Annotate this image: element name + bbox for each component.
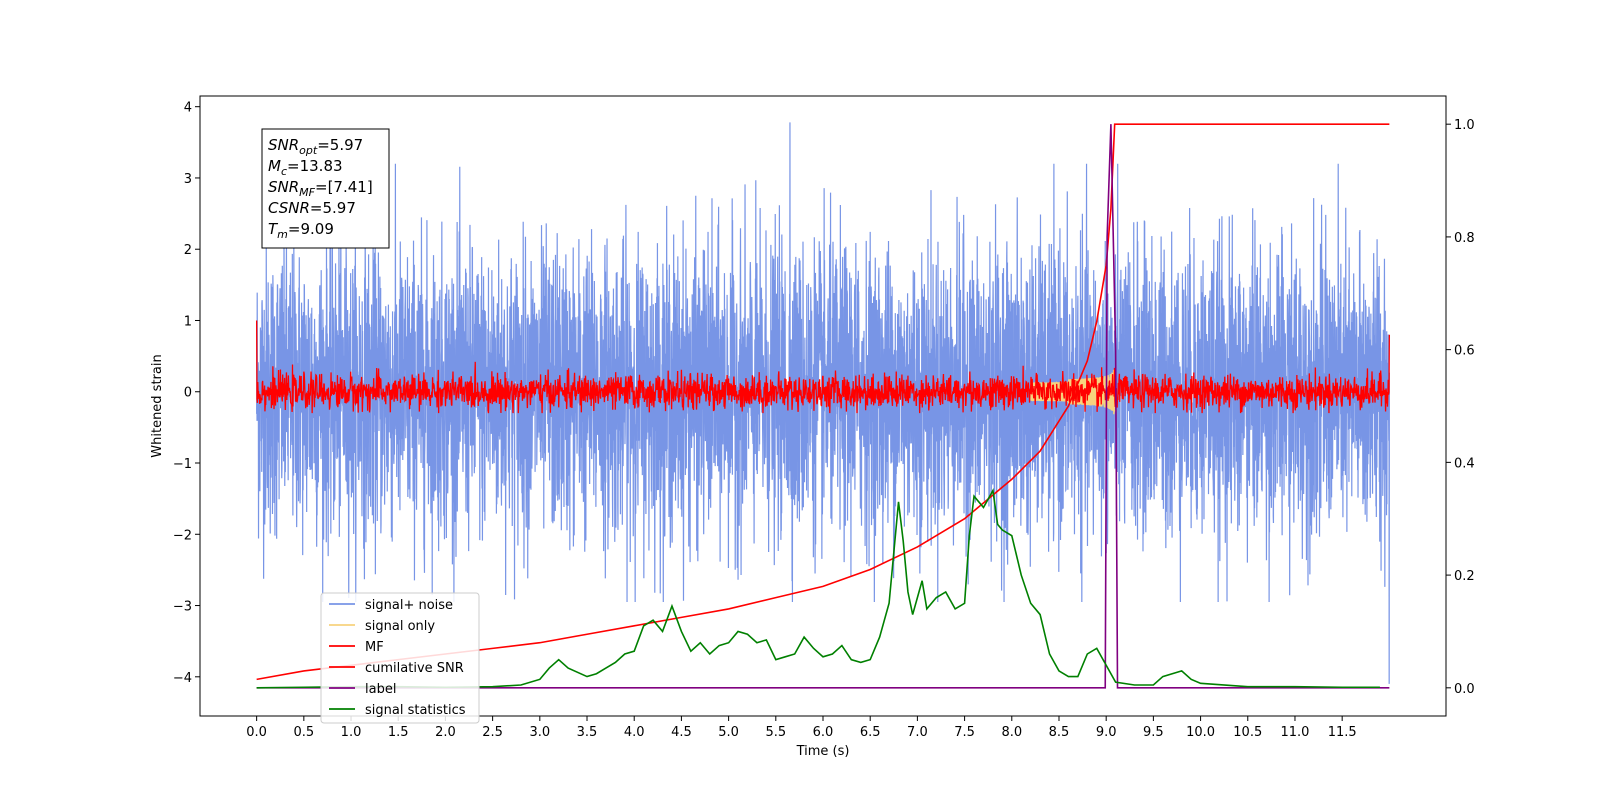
legend: signal+ noise signal only MF cumilative SNR… bbox=[320, 592, 480, 724]
annotation-line: CSNR=5.97 bbox=[268, 199, 356, 217]
series-mf-line bbox=[255, 320, 1391, 414]
y2-tick-label: 0.2 bbox=[1454, 569, 1475, 584]
legend-entry-label: cumilative SNR bbox=[365, 661, 464, 676]
annotation-subscript: MF bbox=[299, 186, 315, 199]
x-tick-label: 10.5 bbox=[1233, 725, 1262, 740]
x-tick-label: 5.5 bbox=[765, 725, 786, 740]
legend-entry-label: signal statistics bbox=[365, 703, 466, 718]
annotation-symbol: SNR bbox=[268, 136, 299, 154]
x-tick-label: 3.0 bbox=[529, 725, 550, 740]
annotation-subscript: m bbox=[277, 228, 288, 241]
y-tick-label: 1 bbox=[184, 314, 192, 329]
y2-tick-label: 0.0 bbox=[1454, 682, 1475, 697]
x-tick-label: 5.0 bbox=[718, 725, 739, 740]
annotation-subscript: c bbox=[281, 165, 287, 178]
annotation-symbol: SNR bbox=[268, 178, 299, 196]
series-signal-statistics-line bbox=[256, 488, 1380, 689]
y-tick-label: 3 bbox=[184, 172, 192, 187]
x-tick-label: 10.0 bbox=[1186, 725, 1215, 740]
x-tick-label: 7.0 bbox=[907, 725, 928, 740]
legend-entry-label: MF bbox=[365, 640, 384, 655]
x-tick-label: 8.0 bbox=[1001, 725, 1022, 740]
legend-frame bbox=[320, 592, 480, 724]
annotation-value: =5.97 bbox=[317, 136, 363, 154]
x-tick-label: 4.5 bbox=[671, 725, 692, 740]
x-tick-label: 6.0 bbox=[813, 725, 834, 740]
x-tick-label: 0.0 bbox=[246, 725, 267, 740]
x-tick-label: 9.0 bbox=[1096, 725, 1117, 740]
x-tick-label: 7.5 bbox=[954, 725, 975, 740]
legend-entry-label: signal+ noise bbox=[365, 598, 453, 613]
legend-entry-label: signal only bbox=[365, 619, 435, 634]
annotation-line: SNRMF=[7.41] bbox=[268, 178, 373, 199]
x-tick-label: 0.5 bbox=[293, 725, 314, 740]
annotation-box: SNRopt=5.97Mc=13.83SNRMF=[7.41]CSNR=5.97… bbox=[261, 128, 390, 249]
x-tick-label: 6.5 bbox=[860, 725, 881, 740]
legend-entry-label: label bbox=[365, 682, 396, 697]
annotation-symbol: T bbox=[268, 220, 279, 238]
x-tick-label: 2.0 bbox=[435, 725, 456, 740]
y-axis-label: Whitened strain bbox=[150, 354, 165, 457]
series-label-line bbox=[256, 124, 1390, 689]
x-tick-label: 3.5 bbox=[577, 725, 598, 740]
y-tick-label: −4 bbox=[173, 671, 192, 686]
annotation-line: Tm=9.09 bbox=[268, 220, 334, 241]
x-tick-label: 9.5 bbox=[1143, 725, 1164, 740]
annotation-symbol: M bbox=[268, 157, 281, 175]
x-tick-label: 1.5 bbox=[388, 725, 409, 740]
annotation-value: =5.97 bbox=[310, 199, 356, 217]
x-tick-label: 11.5 bbox=[1328, 725, 1357, 740]
y-tick-label: −1 bbox=[173, 457, 192, 472]
annotation-value: =[7.41] bbox=[315, 178, 373, 196]
annotation-value: =9.09 bbox=[288, 220, 334, 238]
y-tick-label: 0 bbox=[184, 386, 192, 401]
axes-layer: 0.0 0.5 1.0 1.5 2.0 2.5 3.0 3.5 4.0 4.5 5.0 5.5 6.0 6… bbox=[150, 95, 1475, 759]
x-tick-label: 11.0 bbox=[1280, 725, 1309, 740]
annotation-line: Mc=13.83 bbox=[268, 157, 343, 178]
x-tick-label: 1.0 bbox=[341, 725, 362, 740]
annotation-subscript: opt bbox=[299, 144, 318, 157]
series-signal-noise-line bbox=[256, 122, 1390, 684]
y-tick-label: −2 bbox=[173, 528, 192, 543]
annotation-line: SNRopt=5.97 bbox=[268, 136, 363, 157]
y2-tick-label: 1.0 bbox=[1454, 118, 1475, 133]
y-tick-label: −3 bbox=[173, 600, 192, 615]
annotation-value: =13.83 bbox=[287, 157, 343, 175]
annotation-frame bbox=[261, 128, 390, 249]
x-tick-label: 4.0 bbox=[624, 725, 645, 740]
annotation-symbol: CSNR bbox=[268, 199, 310, 217]
y2-tick-label: 0.4 bbox=[1454, 456, 1475, 471]
y2-tick-label: 0.8 bbox=[1454, 231, 1475, 246]
y2-tick-label: 0.6 bbox=[1454, 344, 1475, 359]
x-tick-label: 2.5 bbox=[482, 725, 503, 740]
x-axis-label: Time (s) bbox=[796, 744, 850, 759]
y-tick-label: 4 bbox=[184, 101, 192, 116]
y-tick-label: 2 bbox=[184, 243, 192, 258]
x-tick-label: 8.5 bbox=[1049, 725, 1070, 740]
